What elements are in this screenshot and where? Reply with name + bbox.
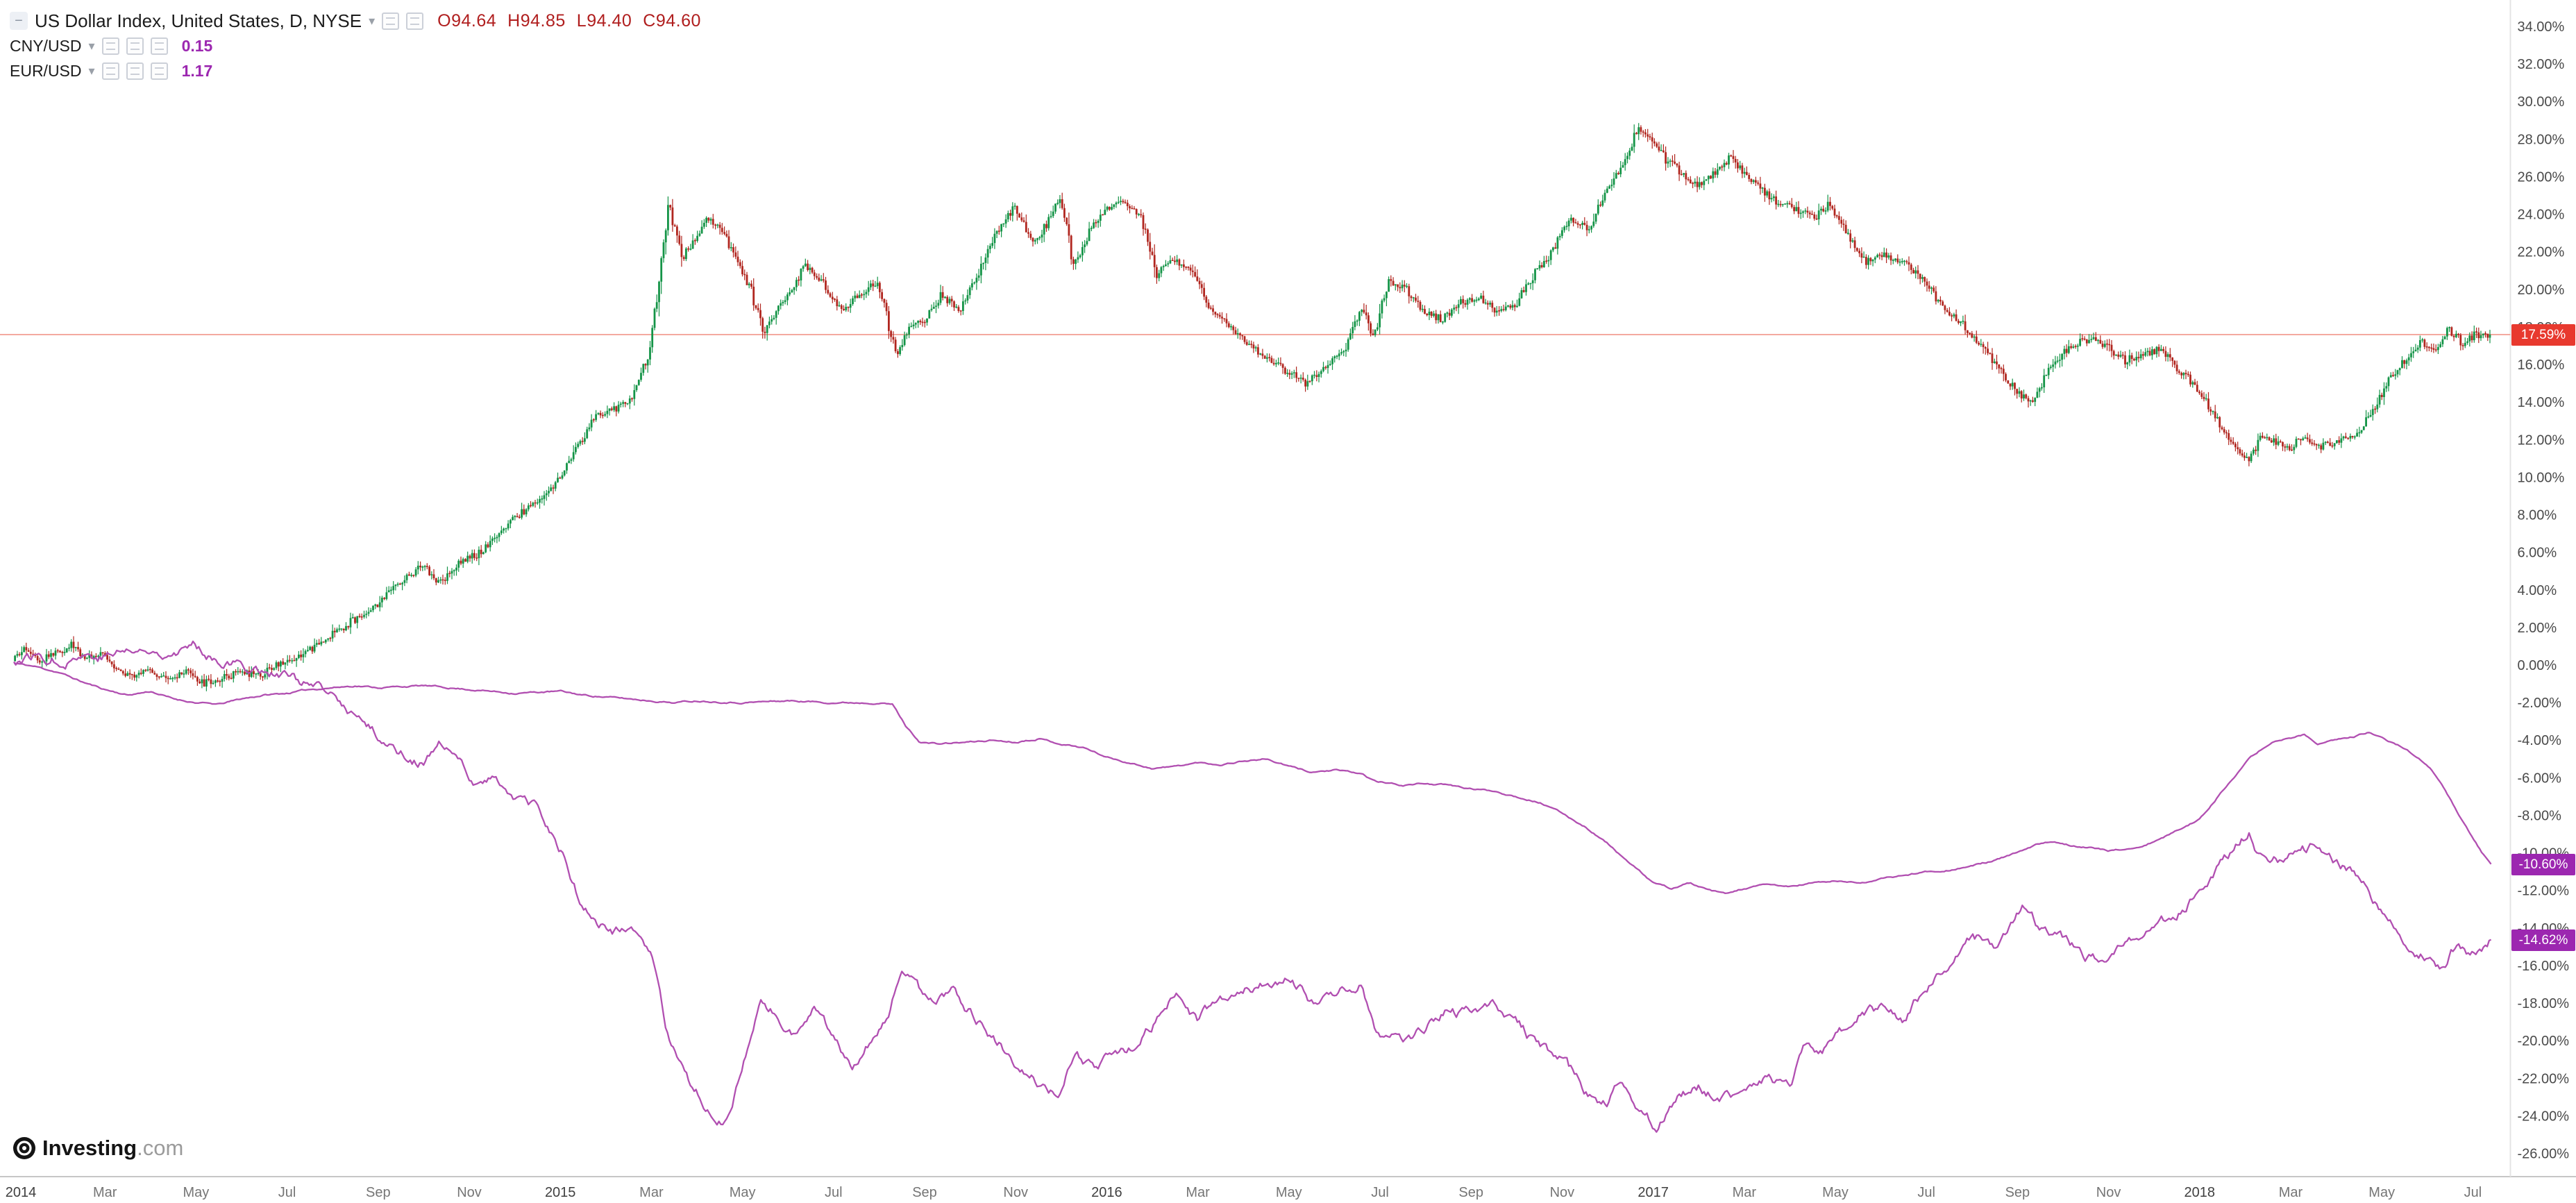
svg-text:-20.00%: -20.00% (2518, 1034, 2570, 1049)
svg-text:Mar: Mar (2279, 1185, 2303, 1200)
price-label-cny-usd: -10.60% (2511, 853, 2575, 875)
eye-icon[interactable] (101, 37, 119, 55)
legend: − US Dollar Index, United States, D, NYS… (10, 8, 701, 83)
svg-text:14.00%: 14.00% (2518, 395, 2565, 410)
svg-text:May: May (730, 1185, 756, 1200)
high-value: H94.85 (507, 10, 566, 31)
svg-text:-8.00%: -8.00% (2518, 808, 2562, 823)
time-axis[interactable]: 2014 Mar May Jul Sep Nov 2015 Mar May Jul Sep Nov 20… (6, 1185, 2482, 1200)
svg-text:34.00%: 34.00% (2518, 19, 2565, 35)
investing-logo-icon (13, 1137, 35, 1159)
svg-text:-26.00%: -26.00% (2518, 1147, 2570, 1162)
eye-icon[interactable] (101, 62, 119, 80)
svg-text:2017: 2017 (1638, 1185, 1669, 1200)
chart-frame (0, 0, 2576, 1177)
settings-icon[interactable] (126, 37, 144, 55)
svg-text:12.00%: 12.00% (2518, 432, 2565, 448)
investing-logo[interactable]: Investing .com (12, 1136, 183, 1161)
line-series-eur-usd (13, 640, 2492, 1133)
svg-text:2014: 2014 (6, 1185, 37, 1200)
svg-text:0.00%: 0.00% (2518, 658, 2557, 673)
svg-text:Nov: Nov (457, 1185, 482, 1200)
svg-text:2.00%: 2.00% (2518, 621, 2557, 636)
collapse-legend-icon[interactable]: − (10, 12, 28, 30)
svg-text:Sep: Sep (1458, 1185, 1483, 1200)
svg-text:Sep: Sep (366, 1185, 391, 1200)
svg-text:Jul: Jul (1371, 1185, 1389, 1200)
svg-text:2018: 2018 (2184, 1185, 2216, 1200)
svg-text:4.00%: 4.00% (2518, 583, 2557, 598)
svg-text:2016: 2016 (1091, 1185, 1122, 1200)
chevron-down-icon[interactable]: ▾ (88, 63, 95, 78)
svg-text:2015: 2015 (545, 1185, 576, 1200)
svg-text:20.00%: 20.00% (2518, 283, 2565, 298)
svg-text:24.00%: 24.00% (2518, 208, 2565, 223)
svg-text:-22.00%: -22.00% (2518, 1071, 2570, 1086)
price-label-us-dollar-index: 17.59% (2511, 324, 2575, 346)
svg-text:-4.00%: -4.00% (2518, 733, 2562, 748)
svg-text:Mar: Mar (639, 1185, 664, 1200)
y-axis[interactable]: 34.00% 32.00% 30.00% 28.00% 26.00% 24.00% 22.0… (2518, 19, 2570, 1162)
svg-text:May: May (2368, 1185, 2395, 1200)
line-series-cny-usd (13, 662, 2492, 894)
svg-text:-12.00%: -12.00% (2518, 884, 2570, 899)
svg-text:May: May (1276, 1185, 1302, 1200)
svg-text:Nov: Nov (1550, 1185, 1575, 1200)
overlay-row-eur: EUR/USD ▾ 1.17 (10, 58, 701, 83)
svg-text:-18.00%: -18.00% (2518, 996, 2570, 1011)
overlay-value-cny: 0.15 (181, 36, 213, 55)
open-value: O94.64 (437, 10, 497, 31)
svg-text:8.00%: 8.00% (2518, 508, 2557, 523)
svg-text:28.00%: 28.00% (2518, 132, 2565, 147)
svg-text:Mar: Mar (93, 1185, 117, 1200)
svg-text:Mar: Mar (1186, 1185, 1210, 1200)
svg-text:Jul: Jul (2464, 1185, 2482, 1200)
svg-text:Jul: Jul (825, 1185, 843, 1200)
svg-text:May: May (1822, 1185, 1849, 1200)
svg-text:10.00%: 10.00% (2518, 470, 2565, 485)
ohlc-values: O94.64 H94.85 L94.40 C94.60 (437, 11, 701, 31)
svg-text:Jul: Jul (278, 1185, 296, 1200)
overlay-row-cny: CNY/USD ▾ 0.15 (10, 33, 701, 58)
svg-text:May: May (183, 1185, 210, 1200)
svg-text:-2.00%: -2.00% (2518, 696, 2562, 711)
candlestick-series (14, 123, 2491, 691)
overlay-symbol-eur[interactable]: EUR/USD (10, 61, 82, 80)
low-value: L94.40 (576, 10, 632, 31)
chart-title[interactable]: US Dollar Index, United States, D, NYSE (35, 10, 362, 31)
logo-tld: .com (137, 1136, 184, 1160)
svg-text:-6.00%: -6.00% (2518, 771, 2562, 786)
svg-text:6.00%: 6.00% (2518, 546, 2557, 561)
style-icon[interactable] (382, 12, 400, 30)
settings-icon[interactable] (126, 62, 144, 80)
svg-text:32.00%: 32.00% (2518, 57, 2565, 72)
svg-text:22.00%: 22.00% (2518, 245, 2565, 260)
chevron-down-icon[interactable]: ▾ (369, 13, 376, 28)
svg-text:Jul: Jul (1917, 1185, 1935, 1200)
svg-text:Sep: Sep (2005, 1185, 2030, 1200)
svg-text:30.00%: 30.00% (2518, 94, 2565, 110)
close-icon[interactable] (150, 37, 168, 55)
svg-text:Mar: Mar (1733, 1185, 1757, 1200)
settings-icon[interactable] (406, 12, 424, 30)
svg-text:26.00%: 26.00% (2518, 169, 2565, 185)
svg-text:Nov: Nov (1003, 1185, 1028, 1200)
chevron-down-icon[interactable]: ▾ (88, 38, 95, 53)
svg-text:Nov: Nov (2096, 1185, 2121, 1200)
overlay-value-eur: 1.17 (181, 61, 213, 80)
svg-text:Sep: Sep (912, 1185, 937, 1200)
overlay-symbol-cny[interactable]: CNY/USD (10, 36, 82, 55)
close-value: C94.60 (643, 10, 701, 31)
price-label-eur-usd: -14.62% (2511, 929, 2575, 951)
svg-text:-24.00%: -24.00% (2518, 1109, 2570, 1124)
svg-text:-16.00%: -16.00% (2518, 959, 2570, 974)
logo-text: Investing (42, 1136, 137, 1160)
main-series-row: − US Dollar Index, United States, D, NYS… (10, 8, 701, 33)
close-icon[interactable] (150, 62, 168, 80)
svg-text:16.00%: 16.00% (2518, 357, 2565, 373)
